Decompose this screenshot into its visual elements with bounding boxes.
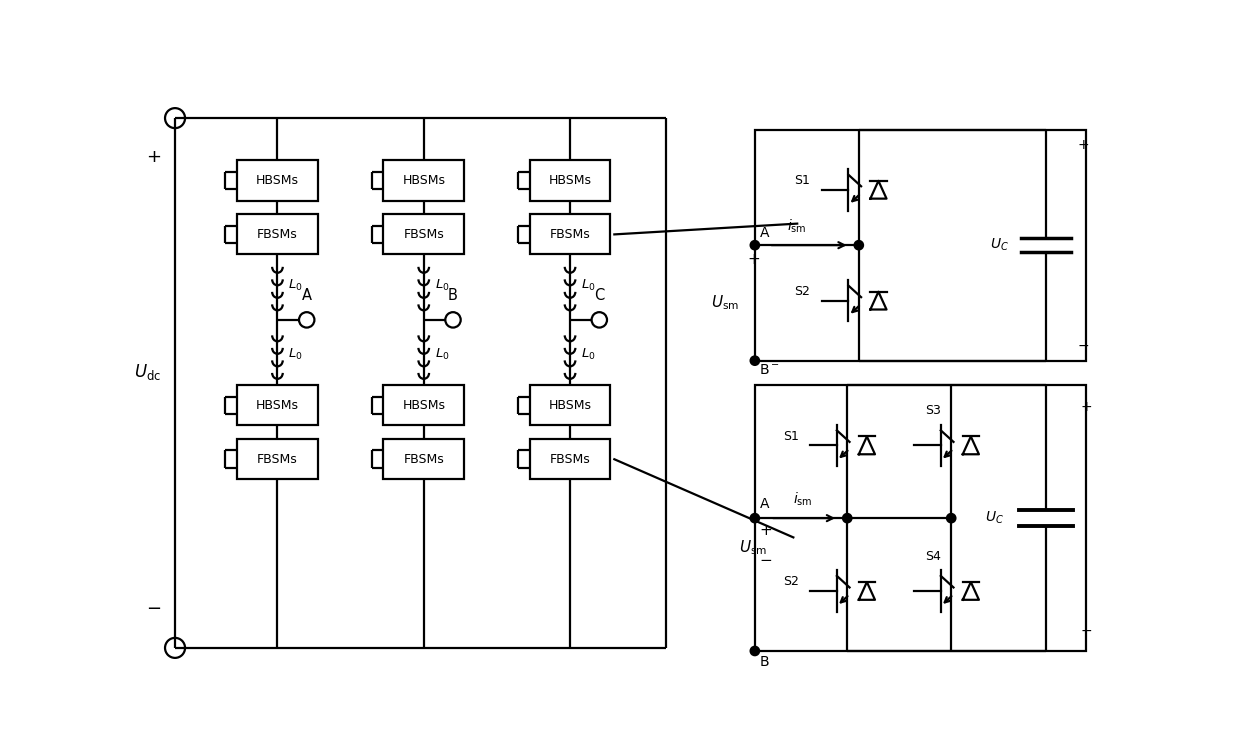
- Text: $-$: $-$: [1078, 338, 1090, 353]
- Text: A: A: [301, 288, 311, 303]
- Circle shape: [750, 241, 759, 249]
- Text: $U_C$: $U_C$: [991, 237, 1009, 253]
- Text: HBSMs: HBSMs: [548, 174, 591, 187]
- Text: $U_C$: $U_C$: [985, 510, 1004, 527]
- Text: $-$: $-$: [146, 598, 161, 616]
- Text: S2: S2: [795, 285, 810, 298]
- Text: $L_0$: $L_0$: [288, 278, 303, 293]
- Circle shape: [750, 514, 759, 522]
- Text: S2: S2: [782, 575, 799, 588]
- Text: $+$: $+$: [146, 148, 161, 166]
- Text: $-$: $-$: [1080, 622, 1092, 636]
- FancyBboxPatch shape: [383, 385, 464, 425]
- Text: A: A: [759, 498, 769, 511]
- Text: $i_{\rm sm}$: $i_{\rm sm}$: [792, 491, 812, 508]
- Text: $+$: $+$: [759, 523, 771, 538]
- Text: HBSMs: HBSMs: [402, 399, 445, 412]
- Circle shape: [750, 647, 759, 655]
- Text: HBSMs: HBSMs: [548, 399, 591, 412]
- Circle shape: [750, 356, 759, 365]
- Text: HBSMs: HBSMs: [255, 174, 299, 187]
- Text: $L_0$: $L_0$: [434, 347, 449, 362]
- FancyBboxPatch shape: [237, 385, 317, 425]
- Text: $L_0$: $L_0$: [580, 347, 595, 362]
- Text: S1: S1: [782, 430, 799, 443]
- Text: $U_{\rm dc}$: $U_{\rm dc}$: [134, 362, 161, 382]
- FancyBboxPatch shape: [383, 439, 464, 480]
- Text: S1: S1: [795, 174, 810, 187]
- Text: B$^-$: B$^-$: [759, 363, 780, 377]
- FancyBboxPatch shape: [529, 161, 610, 200]
- Circle shape: [843, 514, 852, 522]
- Text: $+$: $+$: [1080, 400, 1092, 414]
- Text: $U_{\rm sm}$: $U_{\rm sm}$: [739, 538, 768, 557]
- Text: FBSMs: FBSMs: [549, 228, 590, 241]
- Text: $+$: $+$: [746, 252, 760, 267]
- FancyBboxPatch shape: [529, 439, 610, 480]
- Circle shape: [854, 241, 863, 249]
- FancyBboxPatch shape: [755, 385, 1086, 651]
- Text: S4: S4: [925, 550, 941, 562]
- Text: B: B: [759, 655, 769, 669]
- Text: B: B: [448, 288, 458, 303]
- Text: FBSMs: FBSMs: [257, 228, 298, 241]
- Text: S3: S3: [925, 404, 941, 418]
- FancyBboxPatch shape: [529, 214, 610, 255]
- Text: HBSMs: HBSMs: [402, 174, 445, 187]
- Text: $U_{\rm sm}$: $U_{\rm sm}$: [712, 294, 740, 312]
- Text: $+$: $+$: [1078, 138, 1090, 152]
- FancyBboxPatch shape: [755, 130, 1086, 361]
- Text: FBSMs: FBSMs: [403, 453, 444, 465]
- FancyBboxPatch shape: [237, 214, 317, 255]
- Text: FBSMs: FBSMs: [403, 228, 444, 241]
- FancyBboxPatch shape: [237, 439, 317, 480]
- FancyBboxPatch shape: [529, 385, 610, 425]
- Text: $-$: $-$: [759, 551, 771, 565]
- Text: $i_{\rm sm}$: $i_{\rm sm}$: [787, 218, 807, 235]
- Text: C: C: [594, 288, 604, 303]
- Text: A: A: [759, 226, 769, 240]
- Text: FBSMs: FBSMs: [549, 453, 590, 465]
- Text: $L_0$: $L_0$: [580, 278, 595, 293]
- Text: $L_0$: $L_0$: [288, 347, 303, 362]
- Text: $L_0$: $L_0$: [434, 278, 449, 293]
- Text: HBSMs: HBSMs: [255, 399, 299, 412]
- FancyBboxPatch shape: [383, 214, 464, 255]
- FancyBboxPatch shape: [237, 161, 317, 200]
- Text: FBSMs: FBSMs: [257, 453, 298, 465]
- FancyBboxPatch shape: [383, 161, 464, 200]
- Circle shape: [947, 514, 956, 522]
